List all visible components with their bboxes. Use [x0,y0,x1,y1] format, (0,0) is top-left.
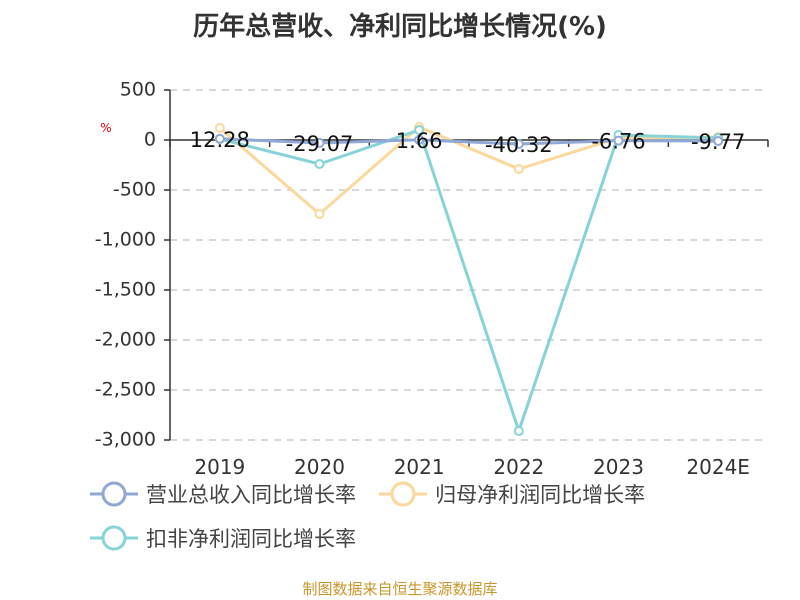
data-point[interactable] [513,426,524,436]
data-point[interactable] [314,209,325,219]
series-lines [214,122,724,436]
y-tick-label: -1,500 [95,279,156,301]
x-tick-label: 2023 [593,455,644,479]
legend-line-circle-icon [379,481,428,507]
data-label: -6.76 [591,130,645,154]
x-tick-label: 2020 [294,455,345,479]
data-point[interactable] [513,139,524,150]
data-label: -40.32 [485,133,553,157]
legend: 营业总收入同比增长率 归母净利润同比增长率 扣非净利润同比增长率 [90,476,770,564]
legend-label: 归母净利润同比增长率 [435,483,646,507]
x-tick-label: 2022 [493,455,544,479]
data-label: 1.66 [396,129,443,153]
legend-line-circle-icon [90,481,138,507]
unit-label: % [100,121,111,135]
series-line [218,125,719,216]
legend-label: 营业总收入同比增长率 [146,483,356,507]
data-point[interactable] [314,137,325,148]
y-tick-label: 0 [144,129,156,151]
x-tick-label: 2019 [194,455,245,479]
y-tick-label: -2,000 [95,329,156,351]
data-label: -9.77 [691,130,745,154]
y-tick-label: 500 [120,79,156,101]
data-point[interactable] [314,159,325,169]
legend-item-deducted-profit[interactable]: 扣非净利润同比增长率 [90,520,356,556]
data-point[interactable] [713,135,724,146]
data-label: 12.28 [190,128,250,152]
chart-title: 历年总营收、净利同比增长情况(%) [193,12,607,42]
series-line [219,128,719,433]
legend-item-net-profit[interactable]: 归母净利润同比增长率 [379,476,645,512]
x-tick-label: 2021 [394,455,445,479]
y-tick-label: -2,500 [95,379,156,401]
legend-item-revenue[interactable]: 营业总收入同比增长率 [90,476,356,512]
y-tick-label: -1,000 [95,229,156,251]
series-line [219,137,719,146]
x-tick-label: 2024E [686,455,750,479]
data-point[interactable] [214,123,225,133]
data-point[interactable] [414,134,425,145]
legend-line-circle-icon [90,525,138,551]
data-label: -29.07 [286,132,354,156]
data-point[interactable] [214,133,225,144]
legend-label: 扣非净利润同比增长率 [146,527,356,551]
source-note: 制图数据来自恒生聚源数据库 [302,580,498,598]
data-labels: 12.28 -29.07 1.66 -40.32 -6.76 -9.77 [190,128,746,157]
grid-lines [170,89,768,441]
data-point[interactable] [513,164,524,174]
y-tick-label: -3,000 [95,429,156,451]
data-point[interactable] [414,125,425,135]
data-point[interactable] [613,135,624,146]
y-tick-label: -500 [113,179,156,201]
